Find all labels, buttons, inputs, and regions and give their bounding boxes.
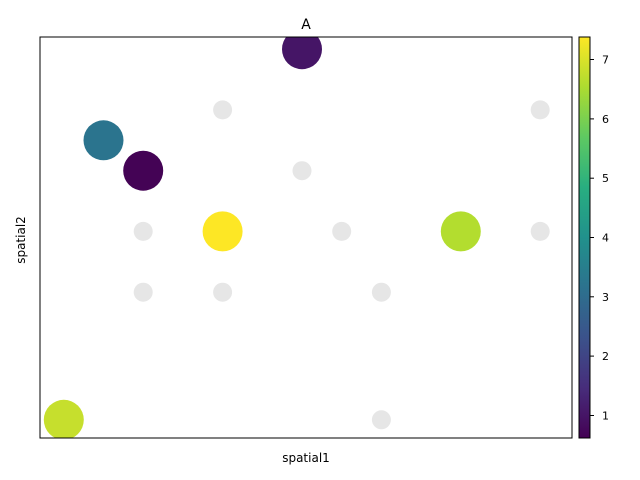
points-layer (43, 37, 550, 438)
x-axis-label: spatial1 (282, 451, 330, 465)
data-point (282, 37, 322, 70)
colorbar-tick-label: 6 (602, 113, 609, 126)
colorbar-tick-label: 3 (602, 291, 609, 304)
data-point (202, 211, 243, 252)
empty-spot (213, 282, 233, 302)
colorbar-tick-label: 2 (602, 350, 609, 363)
y-axis-label: spatial2 (14, 216, 28, 264)
data-point (83, 120, 124, 161)
empty-spot (371, 282, 391, 302)
data-point (43, 399, 84, 438)
data-point (123, 150, 164, 191)
empty-spot (292, 161, 312, 181)
colorbar-tick-label: 1 (602, 410, 609, 423)
colorbar-gradient (579, 37, 590, 438)
plot-frame (39, 36, 573, 439)
empty-spot (371, 410, 391, 430)
colorbar-tick-label: 5 (602, 172, 609, 185)
empty-spot (332, 221, 352, 241)
empty-spot (530, 221, 550, 241)
data-point (440, 211, 481, 252)
colorbar-tick-label: 7 (602, 54, 609, 67)
colorbar-tick-label: 4 (602, 232, 609, 245)
empty-spot (530, 100, 550, 120)
colorbar-ticks: 1 2 3 4 5 6 7 (590, 54, 609, 423)
chart-title: A (301, 17, 311, 33)
empty-spot (133, 282, 153, 302)
empty-spot (133, 221, 153, 241)
empty-spot (213, 100, 233, 120)
